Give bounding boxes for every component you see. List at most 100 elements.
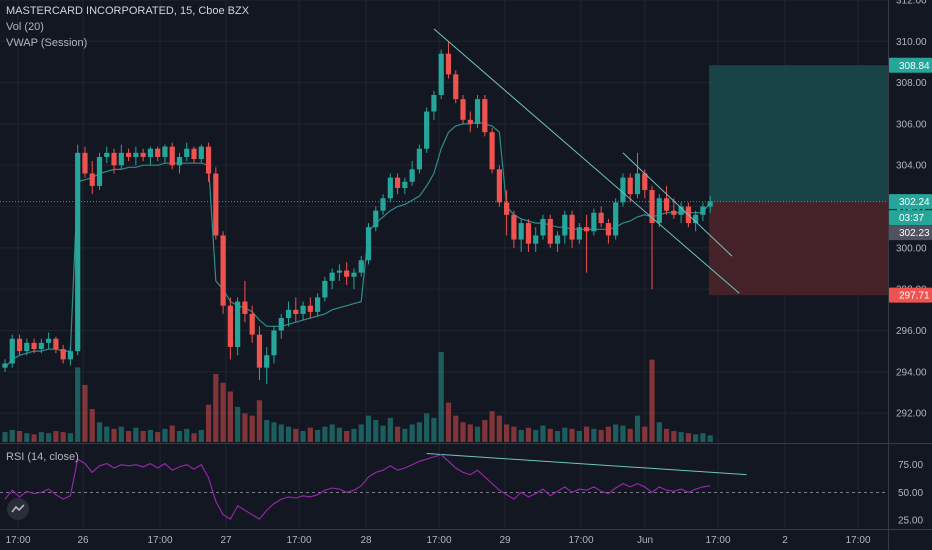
price-tick-label: 308.00: [896, 78, 927, 89]
volume-bar: [227, 391, 233, 442]
volume-bar: [700, 433, 706, 442]
volume-bar: [584, 426, 590, 442]
rsi-legend[interactable]: RSI (14, close): [6, 451, 79, 463]
tradingview-logo-icon[interactable]: [7, 498, 29, 520]
volume-bar: [118, 426, 124, 442]
candle-body: [518, 223, 524, 240]
candle-body: [504, 202, 510, 215]
candle-body: [554, 235, 561, 244]
volume-legend[interactable]: Vol (20): [6, 21, 44, 33]
candle-body: [278, 318, 284, 331]
candle-body: [31, 342, 37, 350]
volume-bar: [445, 402, 452, 442]
volume-bar: [482, 420, 488, 442]
volume-bar: [176, 431, 183, 442]
volume-bar: [671, 431, 677, 442]
candle-body: [293, 309, 299, 314]
candle-body: [671, 210, 677, 215]
candle-body: [285, 309, 292, 319]
candle-body: [380, 198, 386, 211]
rsi-tick-label: 75.00: [898, 460, 923, 471]
candle-body: [620, 177, 626, 203]
candle-body: [67, 351, 74, 360]
candle-body: [198, 146, 204, 160]
volume-bar: [147, 429, 153, 442]
candle-body: [365, 227, 372, 261]
volume-bar: [162, 428, 168, 442]
candle-body: [547, 218, 553, 244]
candle-body: [562, 214, 568, 236]
volume-bar: [278, 424, 284, 442]
volume-bar: [315, 429, 321, 442]
price-tick-label: 294.00: [896, 367, 927, 378]
price-badge: [889, 57, 932, 73]
volume-bar: [125, 431, 132, 442]
candle-body: [496, 169, 502, 203]
candle-body: [264, 355, 270, 368]
candle-body: [9, 338, 15, 364]
candle-body: [402, 181, 408, 188]
time-tick-label: 17:00: [147, 535, 172, 546]
volume-bar: [656, 422, 662, 442]
candle-body: [533, 235, 539, 244]
volume-bar: [184, 428, 190, 442]
candle-body: [438, 53, 444, 96]
candle-body: [467, 119, 473, 124]
trend-line: [622, 152, 733, 257]
volume-bar: [380, 425, 386, 442]
price-badge-label: 302.24: [899, 197, 930, 208]
candle-body: [147, 148, 153, 157]
volume-bar: [24, 433, 30, 442]
candle-body: [678, 206, 684, 215]
volume-bar: [685, 433, 691, 442]
volume-bar: [707, 435, 713, 442]
vwap-legend[interactable]: VWAP (Session): [6, 37, 88, 49]
volume-bar: [518, 429, 524, 442]
candle-body: [111, 152, 117, 166]
candle-body: [700, 206, 706, 215]
candle-body: [24, 342, 30, 352]
volume-bar: [649, 359, 655, 442]
candle-body: [96, 156, 103, 186]
volume-bar: [642, 426, 648, 442]
time-tick-label: 28: [360, 535, 372, 546]
volume-bar: [67, 433, 74, 442]
candle-body: [394, 177, 401, 188]
price-tick-label: 304.00: [896, 161, 927, 172]
price-badge: [889, 194, 932, 210]
volume-bar: [140, 431, 146, 442]
volume-bar: [38, 432, 44, 442]
volume-bar: [336, 427, 343, 442]
volume-bar: [96, 422, 103, 442]
volume-bar: [60, 432, 66, 442]
candle-body: [271, 330, 277, 356]
position-zones[interactable]: [0, 65, 888, 296]
candle-body: [663, 198, 670, 211]
trend-lines[interactable]: [426, 28, 747, 476]
time-tick-label: Jun: [637, 535, 653, 546]
candle-body: [591, 212, 597, 232]
candle-body: [445, 53, 452, 75]
volume-bar: [169, 425, 175, 442]
candle-body: [453, 74, 459, 100]
volume-bar: [416, 422, 422, 442]
volume-bar: [16, 431, 23, 442]
volume-bar: [540, 425, 546, 442]
volume-bars: [2, 352, 713, 442]
price-tick-label: 312.00: [896, 0, 927, 7]
volume-bar: [409, 424, 415, 442]
rsi-path: [4, 454, 711, 520]
volume-bar: [75, 367, 81, 442]
volume-bar: [191, 433, 197, 442]
candle-body: [75, 152, 81, 352]
candle-body: [474, 99, 481, 124]
candle-body: [256, 334, 263, 368]
time-tick-label: 17:00: [426, 535, 451, 546]
price-badge-label: 308.84: [899, 61, 930, 72]
volume-bar: [220, 382, 226, 442]
volume-bar: [53, 431, 59, 442]
candle-body: [155, 148, 161, 157]
grid: [0, 0, 888, 528]
symbol-title[interactable]: MASTERCARD INCORPORATED, 15, Cboe BZX: [6, 5, 250, 17]
